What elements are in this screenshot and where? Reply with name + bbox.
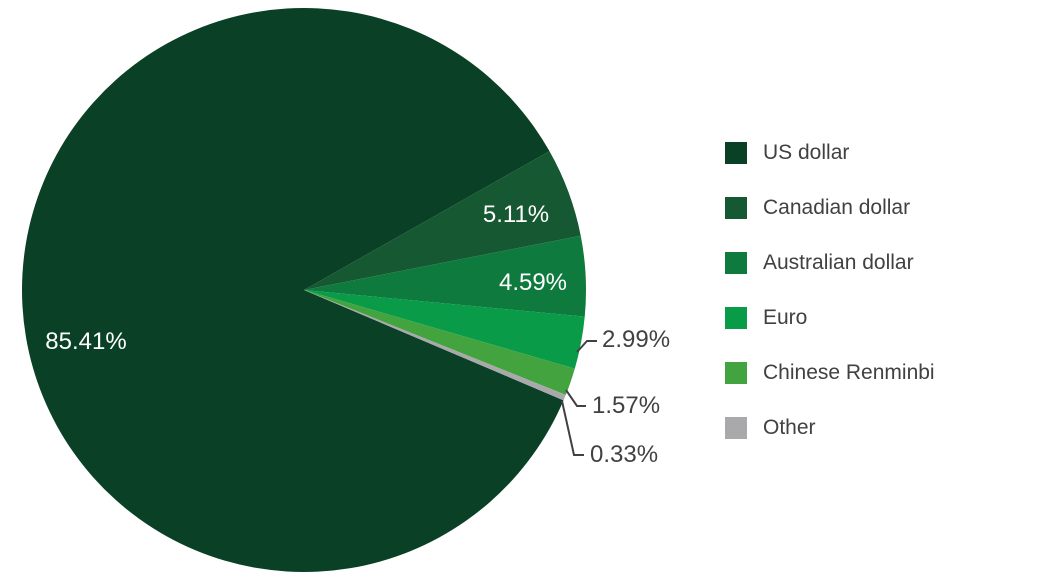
- pie-slice-canadian-dollar: [304, 151, 581, 290]
- legend-item-us-dollar: US dollar: [725, 142, 935, 164]
- pie-slice-euro: [304, 290, 585, 369]
- legend-label-australian-dollar: Australian dollar: [763, 251, 914, 274]
- pie-slice-other: [304, 290, 566, 401]
- legend-item-other: Other: [725, 417, 935, 439]
- pie-slice-us-dollar: [21, 7, 564, 572]
- slice-value-label-other: 0.33%: [590, 441, 659, 468]
- leader-line-other: [561, 400, 584, 456]
- legend-item-euro: Euro: [725, 307, 935, 329]
- pie-slice-australian-dollar: [304, 235, 587, 317]
- leader-lines: [561, 340, 597, 456]
- leader-line-chinese-renminbi: [565, 389, 586, 407]
- legend-label-euro: Euro: [763, 306, 808, 329]
- legend-swatch-chinese-renminbi: [725, 362, 747, 384]
- leader-line-euro: [576, 340, 597, 353]
- slice-value-label-australian-dollar: 4.59%: [498, 269, 568, 296]
- legend-label-chinese-renminbi: Chinese Renminbi: [763, 361, 935, 384]
- legend-swatch-us-dollar: [725, 142, 747, 164]
- legend-label-other: Other: [763, 416, 816, 439]
- slice-value-label-canadian-dollar: 5.11%: [482, 201, 550, 228]
- legend-swatch-canadian-dollar: [725, 197, 747, 219]
- pie-slices: [21, 7, 587, 572]
- slice-value-label-us-dollar: 85.41%: [45, 328, 127, 355]
- legend-item-chinese-renminbi: Chinese Renminbi: [725, 362, 935, 384]
- legend: US dollar Canadian dollar Australian dol…: [725, 142, 935, 439]
- slice-value-label-euro: 2.99%: [602, 326, 671, 353]
- legend-label-us-dollar: US dollar: [763, 141, 850, 164]
- slice-value-label-chinese-renminbi: 1.57%: [592, 392, 661, 419]
- legend-label-canadian-dollar: Canadian dollar: [763, 196, 911, 219]
- legend-item-australian-dollar: Australian dollar: [725, 252, 935, 274]
- legend-item-canadian-dollar: Canadian dollar: [725, 197, 935, 219]
- legend-swatch-euro: [725, 307, 747, 329]
- legend-swatch-australian-dollar: [725, 252, 747, 274]
- legend-swatch-other: [725, 417, 747, 439]
- pie-slice-chinese-renminbi: [304, 290, 575, 395]
